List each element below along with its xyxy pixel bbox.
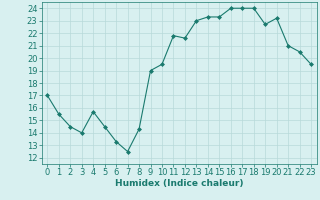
X-axis label: Humidex (Indice chaleur): Humidex (Indice chaleur) [115, 179, 244, 188]
